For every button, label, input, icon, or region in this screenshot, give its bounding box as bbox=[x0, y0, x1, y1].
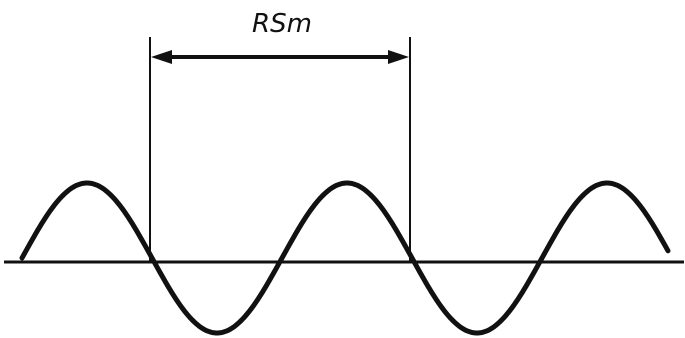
profile-curve bbox=[19, 180, 671, 336]
dimension-label: RSm bbox=[252, 9, 312, 39]
dimension-arrow-left bbox=[151, 50, 172, 64]
dimension-arrow-right bbox=[388, 50, 409, 64]
